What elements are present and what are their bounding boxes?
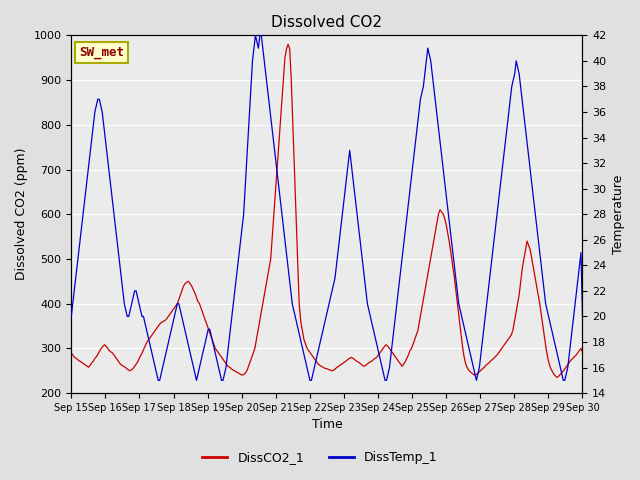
Y-axis label: Temperature: Temperature [612,175,625,254]
Text: SW_met: SW_met [79,46,124,59]
Legend: DissCO2_1, DissTemp_1: DissCO2_1, DissTemp_1 [197,446,443,469]
X-axis label: Time: Time [312,419,342,432]
Title: Dissolved CO2: Dissolved CO2 [271,15,382,30]
Y-axis label: Dissolved CO2 (ppm): Dissolved CO2 (ppm) [15,148,28,280]
